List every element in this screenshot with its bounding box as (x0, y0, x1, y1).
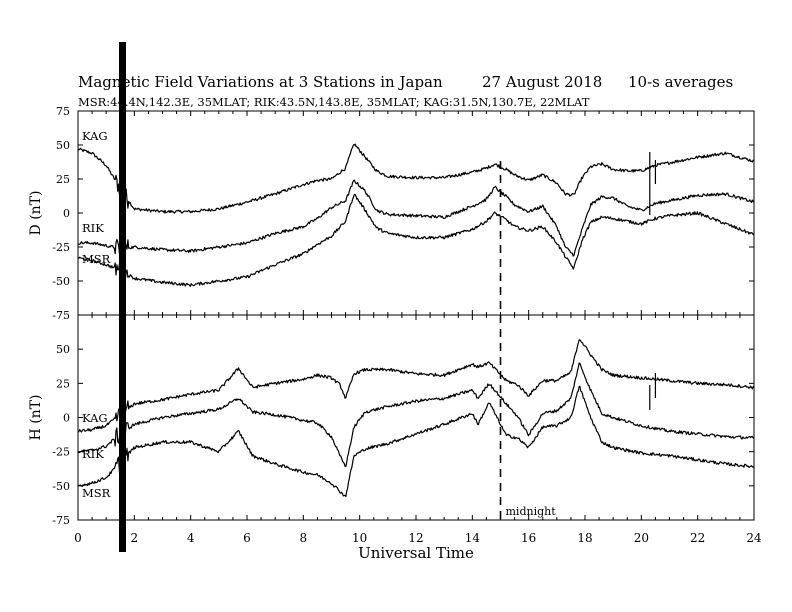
series-line-msr (77, 193, 755, 287)
station-label-kag: KAG (82, 129, 108, 143)
midnight-label: midnight (506, 505, 557, 518)
y-tick-label: -50 (52, 275, 70, 288)
x-tick-label: 0 (74, 531, 82, 545)
x-tick-label: 12 (408, 531, 423, 545)
y-tick-label: 50 (56, 343, 70, 356)
x-tick-label: 2 (131, 531, 139, 545)
station-label-rik: RIK (82, 447, 104, 461)
x-tick-label: 8 (300, 531, 308, 545)
series-line-msr (77, 385, 755, 498)
x-tick-label: 22 (690, 531, 705, 545)
y-tick-label: 25 (56, 173, 70, 186)
series-line-rik (77, 179, 755, 258)
y-axis-label: H (nT) (28, 395, 44, 441)
x-tick-label: 16 (521, 531, 536, 545)
y-tick-label: 75 (56, 105, 70, 118)
y-tick-label: -25 (52, 446, 70, 459)
panel-frame (77, 314, 755, 521)
data-artifact-band (119, 42, 126, 552)
station-label-kag: KAG (82, 411, 108, 425)
station-label-rik: RIK (82, 221, 104, 235)
x-tick-label: 14 (465, 531, 481, 545)
x-tick-label: 24 (746, 531, 762, 545)
y-tick-label: -25 (52, 241, 70, 254)
x-tick-label: 10 (352, 531, 367, 545)
chart-title: Magnetic Field Variations at 3 Stations … (78, 73, 443, 91)
series-line-kag (77, 143, 755, 214)
y-axis-label: D (nT) (28, 191, 44, 236)
y-tick-label: 50 (56, 139, 70, 152)
station-info: MSR:44.4N,142.3E, 35MLAT; RIK:43.5N,143.… (78, 95, 590, 109)
station-label-msr: MSR (82, 486, 111, 500)
x-tick-label: 4 (187, 531, 195, 545)
y-tick-label: -75 (52, 514, 70, 527)
x-tick-label: 18 (577, 531, 592, 545)
series-line-kag (77, 339, 755, 433)
x-tick-label: 20 (634, 531, 649, 545)
x-axis-label: Universal Time (358, 544, 474, 562)
y-tick-label: 0 (63, 207, 70, 220)
station-label-msr: MSR (82, 252, 111, 266)
chart-averaging: 10-s averages (628, 73, 734, 91)
y-tick-label: 0 (63, 412, 70, 425)
chart-date: 27 August 2018 (482, 73, 603, 91)
y-tick-label: 25 (56, 377, 70, 390)
y-tick-label: -75 (52, 309, 70, 322)
x-tick-label: 6 (243, 531, 251, 545)
series-line-rik (77, 362, 755, 467)
y-tick-label: -50 (52, 480, 70, 493)
